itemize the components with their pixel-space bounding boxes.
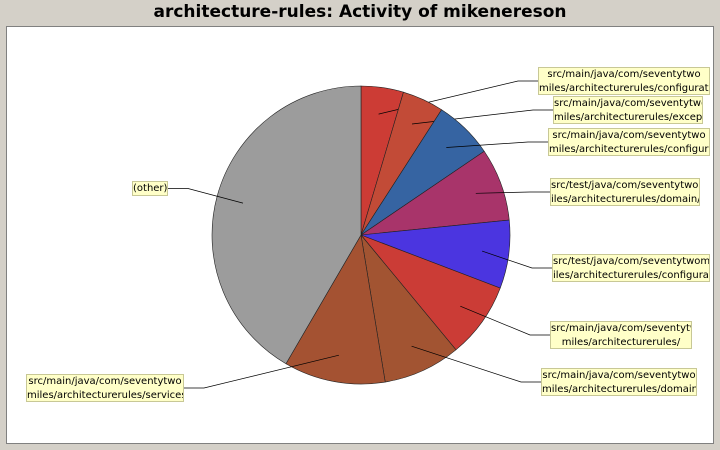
slice-label: src/main/java/com/seventytwo miles/archit… [548,128,710,156]
slice-label-line: src/main/java/com/seventytwo [28,376,182,387]
slice-label-line: src/main/java/com/seventytwo [542,370,696,381]
slice-label-line: src/main/java/com/seventytwo [547,69,701,80]
leader-line [460,305,550,336]
slice-label-line: miles/architecturerules/exceptions/ [554,112,703,123]
slice-label-line: src/test/java/com/seventytwom [553,256,710,267]
leader-line [481,250,552,269]
slice-label-line: src/main/java/com/seventytwo [554,98,703,109]
slice-label-line: src/main/java/com/seventytwo [552,130,706,141]
slice-label-line: (other) [133,183,168,194]
slice-label-line: miles/architecturerules/services/ [27,390,184,401]
leader-line [168,188,244,204]
slice-label: src/main/java/com/seventytwo miles/archit… [550,321,692,349]
slice-label: src/test/java/com/seventytwom iles/archit… [552,254,710,282]
chart-title: architecture-rules: Activity of mikenere… [153,2,567,22]
slice-label: src/main/java/com/seventytwo miles/archit… [553,96,703,124]
leader-line [475,191,550,194]
slice-label-line: src/test/java/com/seventytwom [551,180,700,191]
pie-slice [285,234,386,385]
slice-label: src/main/java/com/seventytwo miles/archit… [541,368,697,396]
slice-label-line: miles/architecturerules/configuration/ [539,83,710,94]
plot-area: src/main/java/com/seventytwo miles/archit… [6,26,714,444]
slice-label: src/main/java/com/seventytwo miles/archit… [538,67,710,95]
slice-label-line: miles/architecturerules/ [561,337,681,348]
slice-label-line: iles/architecturerules/domain/ [551,194,700,205]
slice-label-line: src/main/java/com/seventytwo [551,323,692,334]
slice-label: src/test/java/com/seventytwom iles/archit… [550,178,700,206]
leader-line [446,141,548,148]
leader-line [411,345,541,383]
slice-label-line: miles/architecturerules/configuration/ [549,144,709,155]
slice-label: src/main/java/com/seventytwo miles/archit… [26,374,184,402]
slice-label-line: iles/architecturerules/configuration/ [553,270,709,281]
pie-chart [168,80,553,389]
slice-label: (other) [132,181,168,196]
slice-label-line: miles/architecturerules/domain/ [542,384,697,395]
leader-line [184,354,339,389]
